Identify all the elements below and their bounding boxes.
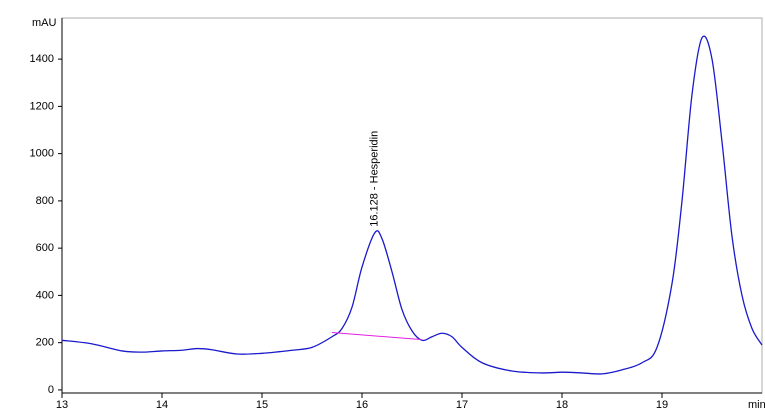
x-tick-label: 13 (56, 399, 68, 411)
y-tick-label: 1000 (30, 148, 54, 160)
trace (61, 35, 763, 375)
x-tick-label: 16 (356, 399, 368, 411)
y-tick-label: 600 (36, 242, 54, 254)
x-axis-label: min (748, 399, 765, 411)
x-tick-label: 17 (456, 399, 468, 411)
plot-frame (61, 17, 763, 394)
y-tick-label: 200 (36, 337, 54, 349)
y-tick-label: 800 (36, 195, 54, 207)
x-tick-label: 19 (656, 399, 668, 411)
y-axis-label: mAU (32, 17, 57, 29)
x-tick-label: 14 (156, 399, 168, 411)
y-tick-label: 400 (36, 289, 54, 301)
integration-baseline (331, 332, 423, 341)
peak-label: 16.128 - Hesperidin (369, 131, 381, 227)
x-tick-label: 15 (256, 399, 268, 411)
y-tick-label: 1200 (30, 100, 54, 112)
y-tick-label: 1400 (30, 53, 54, 65)
y-tick-label: 0 (48, 384, 54, 396)
x-tick-label: 18 (556, 399, 568, 411)
